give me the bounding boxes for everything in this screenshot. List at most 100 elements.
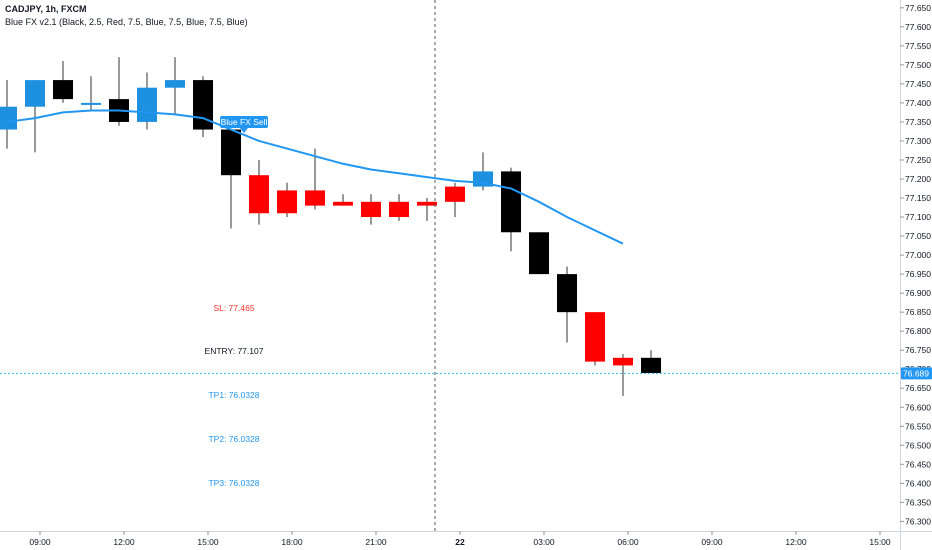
- candle-body: [361, 201, 381, 218]
- time-tick-label: 18:00: [281, 537, 303, 547]
- candle[interactable]: [249, 159, 269, 225]
- sell-signal-box: [220, 116, 268, 128]
- candle[interactable]: [445, 182, 465, 218]
- candle-body: [557, 274, 577, 313]
- candle[interactable]: [389, 194, 409, 221]
- candle-body: [529, 232, 549, 275]
- price-tick-label: 76.450: [905, 459, 931, 469]
- candle-body: [641, 357, 661, 374]
- candle[interactable]: [501, 167, 521, 252]
- candle[interactable]: [165, 57, 185, 115]
- candle[interactable]: [585, 312, 605, 366]
- candle-body: [0, 106, 17, 130]
- price-tick-label: 76.300: [905, 516, 931, 526]
- candle[interactable]: [529, 232, 549, 275]
- candle[interactable]: [25, 80, 45, 153]
- candle-body: [389, 201, 409, 218]
- time-tick-label: 12:00: [785, 537, 807, 547]
- price-tick-label: 77.400: [905, 98, 931, 108]
- candle-body: [53, 80, 73, 100]
- candle[interactable]: [305, 148, 325, 210]
- time-tick-label: 09:00: [29, 537, 51, 547]
- candle-body: [305, 190, 325, 206]
- price-tick-label: 76.850: [905, 307, 931, 317]
- price-tick-label: 77.500: [905, 60, 931, 70]
- candle[interactable]: [0, 80, 17, 149]
- candle[interactable]: [109, 57, 129, 126]
- candle[interactable]: [613, 354, 633, 396]
- price-tick-label: 76.900: [905, 288, 931, 298]
- sell-signal-pointer: [240, 128, 248, 133]
- indicator-legend: Blue FX v2.1 (Black, 2.5, Red, 7.5, Blue…: [5, 17, 248, 27]
- candle-body: [165, 80, 185, 88]
- time-tick-label: 09:00: [701, 537, 723, 547]
- candle-body: [277, 190, 297, 214]
- take-profit-2-label: TP2: 76.0328: [208, 434, 260, 444]
- candle[interactable]: [277, 182, 297, 218]
- price-tick-label: 77.600: [905, 22, 931, 32]
- candle[interactable]: [641, 350, 661, 374]
- time-tick-label: 21:00: [365, 537, 387, 547]
- price-tick-label: 77.550: [905, 41, 931, 51]
- candle[interactable]: [417, 198, 437, 221]
- current-price-label-box: [901, 367, 932, 380]
- entry-label: ENTRY: 77.107: [204, 346, 264, 356]
- candle[interactable]: [221, 129, 241, 229]
- candle[interactable]: [557, 266, 577, 343]
- candle-body: [137, 87, 157, 122]
- current-price-label: 76.689: [901, 367, 932, 380]
- symbol-title: CADJPY, 1h, FXCM: [5, 4, 87, 14]
- candle-body: [445, 186, 465, 202]
- candle[interactable]: [137, 72, 157, 130]
- price-tick-label: 76.600: [905, 402, 931, 412]
- price-tick-label: 76.500: [905, 440, 931, 450]
- candle-body: [221, 129, 241, 176]
- price-tick-label: 77.150: [905, 193, 931, 203]
- candle-body: [417, 201, 437, 206]
- candle[interactable]: [81, 76, 101, 111]
- sell-signal-label: Blue FX Sell: [221, 117, 268, 127]
- price-axis-ticks: 77.650 77.600 77.550 77.500 77.450 77.400 77.3…: [900, 3, 931, 526]
- time-tick-label: 15:00: [869, 537, 891, 547]
- price-tick-label: 77.050: [905, 231, 931, 241]
- price-tick-label: 76.550: [905, 421, 931, 431]
- price-tick-label: 76.800: [905, 326, 931, 336]
- time-axis-ticks: 09:00 12:00 15:00 18:00 21:00 22 03:00 06:00 09:…: [29, 531, 891, 547]
- candle[interactable]: [333, 194, 353, 206]
- take-profit-3-label: TP3: 76.0328: [208, 478, 260, 488]
- price-tick-label: 76.350: [905, 497, 931, 507]
- candle-body: [613, 357, 633, 366]
- price-tick-label: 76.750: [905, 345, 931, 355]
- candlestick-series: [0, 57, 661, 396]
- candle[interactable]: [193, 76, 213, 138]
- price-tick-label: 77.250: [905, 155, 931, 165]
- price-tick-label: 77.200: [905, 174, 931, 184]
- price-axis-panel[interactable]: [900, 0, 932, 550]
- take-profit-1-label: TP1: 76.0328: [208, 390, 260, 400]
- price-tick-label: 77.650: [905, 3, 931, 13]
- stop-loss-label: SL: 77.465: [213, 303, 255, 313]
- time-tick-label: 22: [455, 537, 465, 547]
- candle-body: [333, 201, 353, 206]
- current-price-value: 76.689: [903, 368, 929, 378]
- candle-body: [585, 312, 605, 362]
- candle[interactable]: [361, 194, 381, 225]
- candle-body: [81, 102, 101, 105]
- time-tick-label: 06:00: [617, 537, 639, 547]
- candle[interactable]: [53, 61, 73, 103]
- candle-body: [193, 80, 213, 130]
- price-tick-label: 76.650: [905, 383, 931, 393]
- sell-signal-marker[interactable]: Blue FX Sell: [220, 116, 268, 133]
- candle-body: [501, 171, 521, 233]
- candle-body: [25, 80, 45, 107]
- price-tick-label: 77.300: [905, 136, 931, 146]
- time-tick-label: 15:00: [197, 537, 219, 547]
- price-tick-label: 76.400: [905, 478, 931, 488]
- moving-average-line: [6, 109, 624, 245]
- price-tick-label: 77.000: [905, 250, 931, 260]
- price-tick-label: 77.450: [905, 79, 931, 89]
- time-tick-label: 03:00: [533, 537, 555, 547]
- price-tick-label: 77.100: [905, 212, 931, 222]
- time-tick-label: 12:00: [113, 537, 135, 547]
